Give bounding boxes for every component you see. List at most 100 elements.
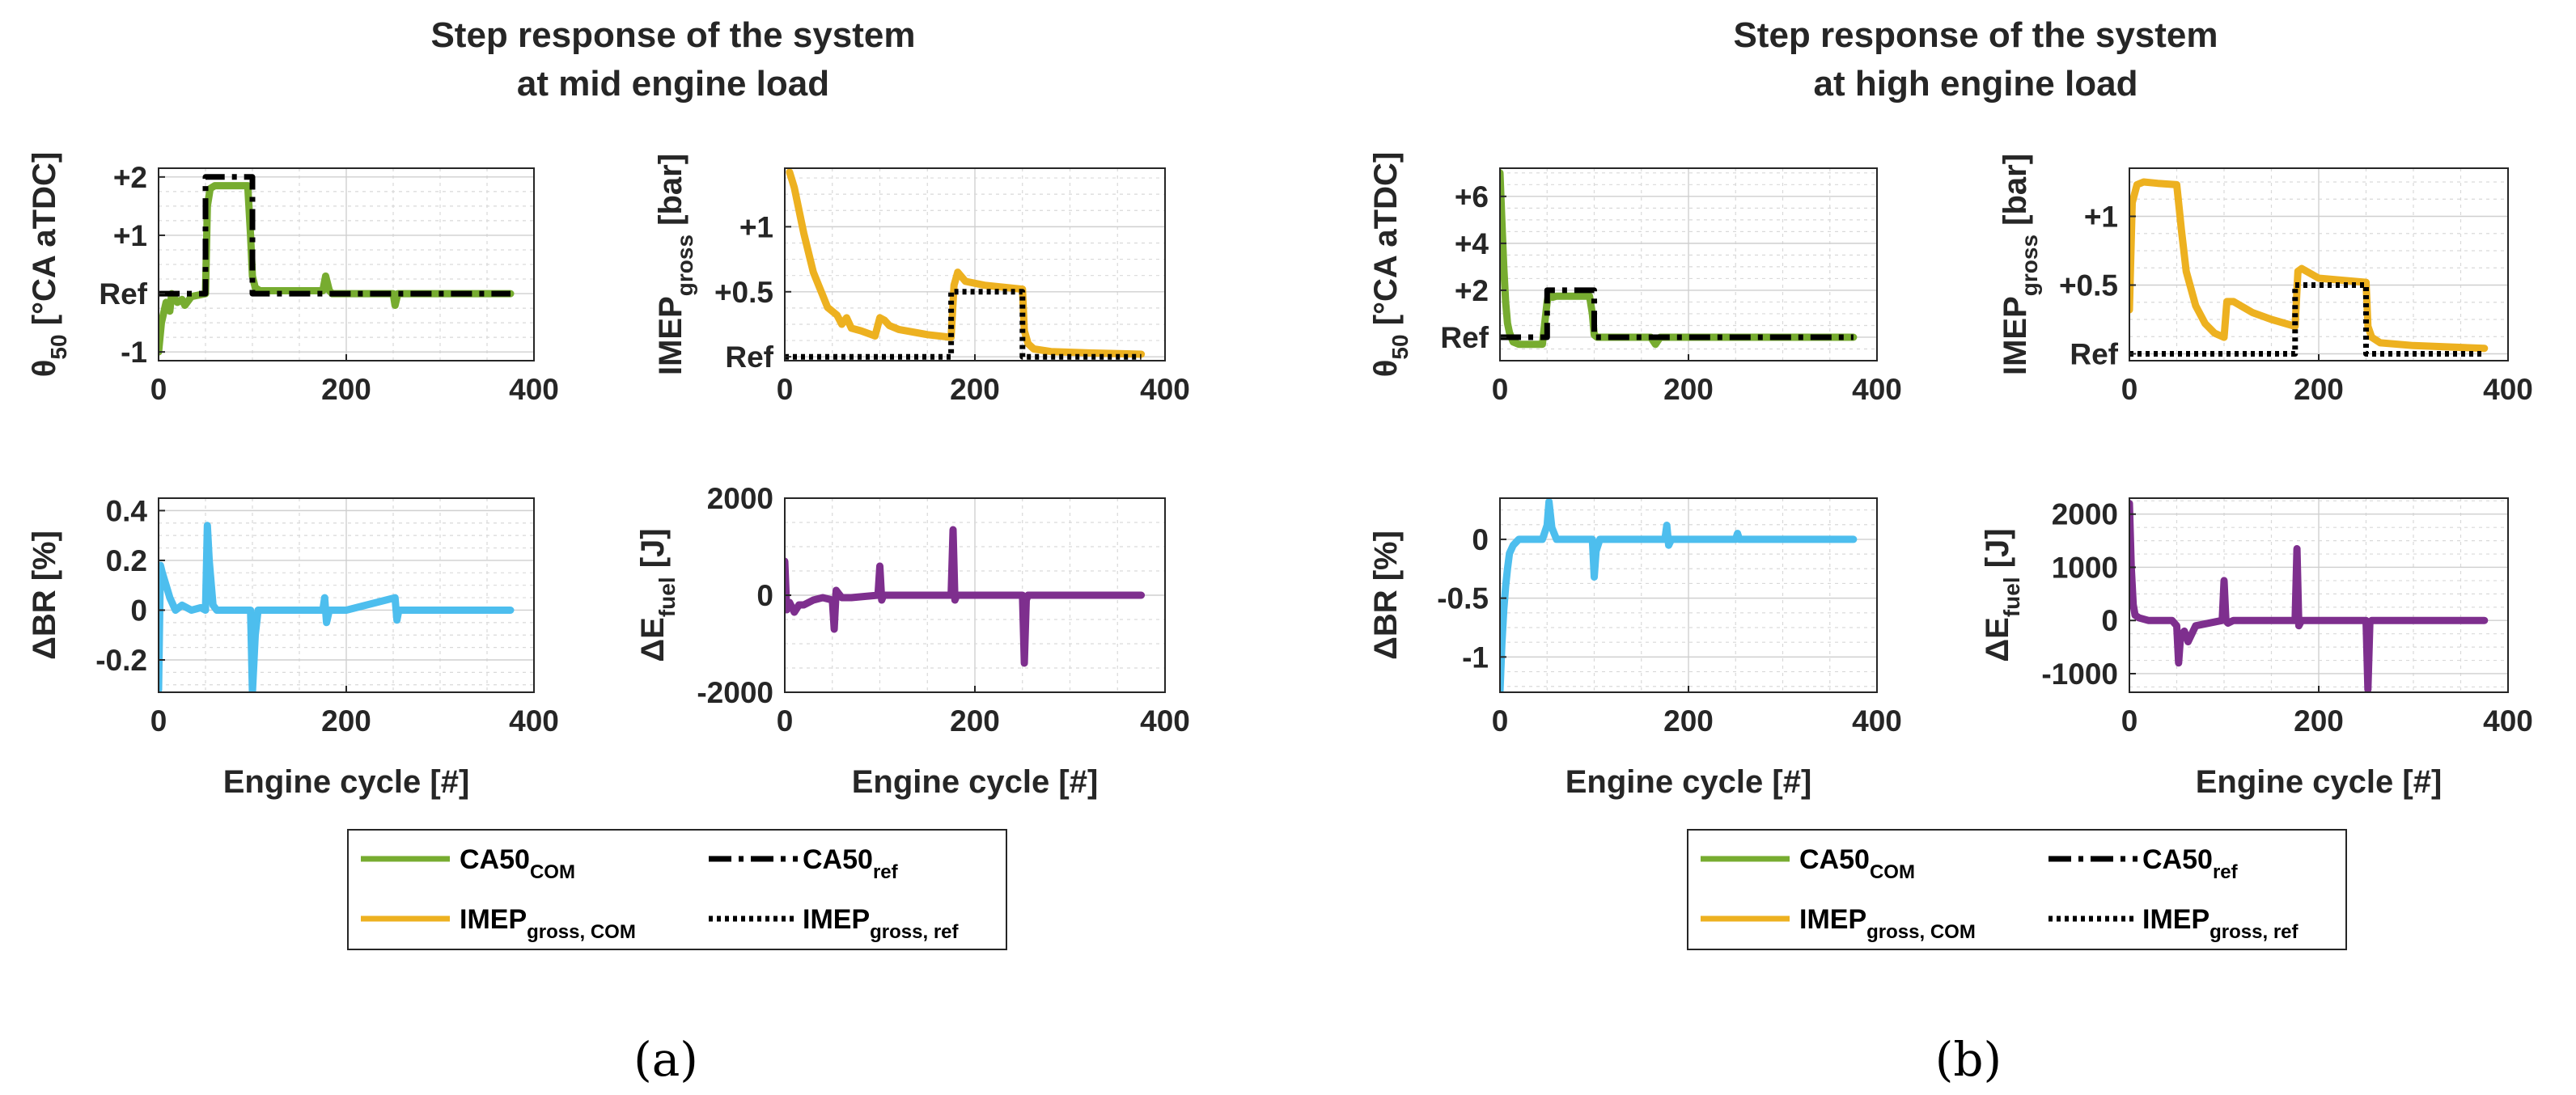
y-tick-label: -2000	[697, 676, 773, 709]
legend-a: CA50COM CA50ref IMEPgross, COM IMEPgross…	[347, 829, 1007, 950]
series--e-fuel	[785, 526, 1146, 667]
x-tick-label: 400	[1140, 373, 1190, 406]
y-axis-label-sub: 50	[46, 334, 71, 359]
y-tick-label: +1	[739, 210, 773, 243]
y-tick-label: +6	[1455, 180, 1489, 214]
legend-a-box	[347, 829, 1007, 950]
y-tick-label: -0.2	[95, 644, 147, 677]
legend-a-ca50-com-label: CA50COM	[460, 844, 575, 883]
legend-b-ca50-com-label: CA50COM	[1799, 844, 1915, 883]
x-tick-label: 0	[2121, 373, 2138, 406]
x-tick-label: 0	[150, 704, 167, 738]
x-tick-label: 400	[1140, 704, 1190, 738]
title-a-line2: at mid engine load	[517, 64, 829, 104]
y-axis-label-sub: 50	[1388, 334, 1413, 359]
y-tick-label: +0.5	[2059, 269, 2118, 302]
y-axis-label-sub: fuel	[655, 577, 680, 617]
series-ca50-ref	[159, 174, 511, 297]
y-axis-label: IMEPgross [bar]	[1998, 154, 2042, 375]
y-axis-label-unit: [J]	[1980, 528, 2015, 577]
y-axis-label-sub: gross	[2017, 235, 2042, 296]
y-axis-label: θ50 [°CA aTDC]	[27, 152, 71, 377]
x-tick-label: 200	[1663, 373, 1714, 406]
y-tick-label: -1	[121, 336, 147, 369]
x-axis-label: Engine cycle [#]	[852, 764, 1099, 800]
x-tick-label: 400	[2483, 373, 2533, 406]
panel-label-b: (b)	[1935, 1032, 2002, 1087]
y-tick-label: +0.5	[714, 276, 773, 309]
y-axis-label: ΔEfuel [J]	[635, 528, 680, 662]
y-tick-label: 2000	[707, 482, 773, 515]
y-tick-label: +1	[113, 219, 147, 252]
legend-b-box	[1687, 829, 2347, 950]
title-b-line2: at high engine load	[1814, 64, 2138, 104]
x-axis-label: Engine cycle [#]	[2196, 764, 2443, 800]
series--e-fuel	[2129, 500, 2489, 692]
y-axis-label: ΔBR [%]	[1368, 531, 1404, 660]
y-axis-label-unit: [°CA aTDC]	[1368, 152, 1404, 335]
subplot-b-delta-br: 0 200 400 -1 -0.5 0 Engine cycle [#] ΔBR [%]	[1368, 497, 1902, 800]
y-axis-label-unit: [bar]	[1998, 154, 2033, 235]
y-axis-label: ΔBR [%]	[27, 531, 62, 660]
y-tick-label: -1000	[2041, 657, 2118, 691]
y-axis-label: ΔEfuel [J]	[1980, 528, 2024, 662]
subplot-b-imep-gross: 0 200 400 Ref +0.5 +1 IMEPgross [bar]	[1998, 154, 2533, 406]
y-tick-label: Ref	[99, 277, 147, 311]
y-tick-label: 2000	[2052, 498, 2118, 531]
y-axis-label-main: ΔBR [%]	[27, 531, 62, 660]
y-tick-label: +1	[2084, 201, 2118, 234]
subplot-a-theta50: 0 200 400 -1 Ref +1 +2 θ50 [°CA aTDC]	[27, 152, 559, 406]
x-tick-label: 0	[777, 704, 794, 738]
series-ca50-com	[1500, 169, 1858, 349]
y-tick-label: +2	[1455, 274, 1489, 307]
y-axis-label-main: θ	[1368, 360, 1404, 378]
x-tick-label: 0	[2121, 704, 2138, 738]
y-tick-label: -0.5	[1437, 582, 1489, 615]
x-tick-label: 200	[2294, 704, 2344, 738]
y-axis-label: θ50 [°CA aTDC]	[1368, 152, 1413, 377]
y-tick-label: -1	[1462, 641, 1489, 674]
y-tick-label: 0.4	[106, 494, 148, 527]
y-axis-label-unit: [bar]	[653, 154, 688, 235]
panel-label-a: (a)	[633, 1032, 698, 1087]
legend-b-ca50-ref-label: CA50ref	[2142, 844, 2239, 883]
y-axis-label: IMEPgross [bar]	[653, 154, 697, 375]
legend-a-imep-ref-label: IMEPgross, ref	[803, 904, 960, 943]
y-tick-label: +2	[113, 161, 147, 194]
y-axis-label-main: θ	[27, 360, 62, 378]
series--br	[1500, 498, 1858, 692]
x-tick-label: 200	[1663, 704, 1714, 738]
series-imep-com	[786, 168, 1146, 358]
x-tick-label: 200	[950, 373, 1000, 406]
x-axis-label: Engine cycle [#]	[1566, 764, 1812, 800]
series-imep-ref	[785, 289, 1142, 360]
x-tick-label: 200	[321, 373, 371, 406]
title-a-line1: Step response of the system	[430, 15, 915, 55]
y-axis-label-unit: [J]	[635, 528, 671, 577]
x-tick-label: 0	[150, 373, 167, 406]
y-tick-label: 0	[1472, 523, 1489, 556]
y-axis-label-main: ΔE	[1980, 617, 2015, 662]
y-tick-label: 0	[756, 579, 773, 612]
x-axis-label: Engine cycle [#]	[223, 764, 470, 800]
y-tick-label: Ref	[1440, 321, 1489, 354]
y-tick-label: Ref	[725, 340, 773, 374]
y-axis-label-sub: fuel	[1999, 577, 2024, 617]
legend-a-ca50-ref-label: CA50ref	[803, 844, 899, 883]
y-tick-label: +4	[1455, 227, 1489, 260]
x-tick-label: 400	[1852, 704, 1902, 738]
legend-a-imep-com-label: IMEPgross, COM	[460, 904, 636, 943]
y-axis-label-main: ΔE	[635, 617, 671, 662]
x-tick-label: 200	[2294, 373, 2344, 406]
x-tick-label: 200	[321, 704, 371, 738]
x-tick-label: 400	[1852, 373, 1902, 406]
legend-b-imep-com-label: IMEPgross, COM	[1799, 904, 1976, 943]
x-tick-label: 400	[509, 704, 559, 738]
legend-b-imep-ref-label: IMEPgross, ref	[2142, 904, 2299, 943]
y-tick-label: 0	[2101, 604, 2118, 637]
y-axis-label-main: ΔBR [%]	[1368, 531, 1404, 660]
